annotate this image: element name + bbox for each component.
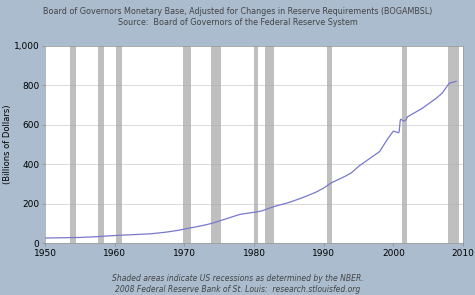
Text: Shaded areas indicate US recessions as determined by the NBER.
2008 Federal Rese: Shaded areas indicate US recessions as d…: [112, 274, 363, 294]
Bar: [448, 46, 459, 243]
Bar: [402, 46, 407, 243]
Bar: [98, 46, 104, 243]
Bar: [254, 46, 258, 243]
Bar: [70, 46, 76, 243]
Bar: [265, 46, 275, 243]
Text: Board of Governors Monetary Base, Adjusted for Changes in Reserve Requirements (: Board of Governors Monetary Base, Adjust…: [43, 7, 432, 27]
Bar: [116, 46, 123, 243]
Bar: [211, 46, 221, 243]
Y-axis label: (Billions of Dollars): (Billions of Dollars): [3, 105, 12, 184]
Bar: [183, 46, 191, 243]
Bar: [327, 46, 332, 243]
